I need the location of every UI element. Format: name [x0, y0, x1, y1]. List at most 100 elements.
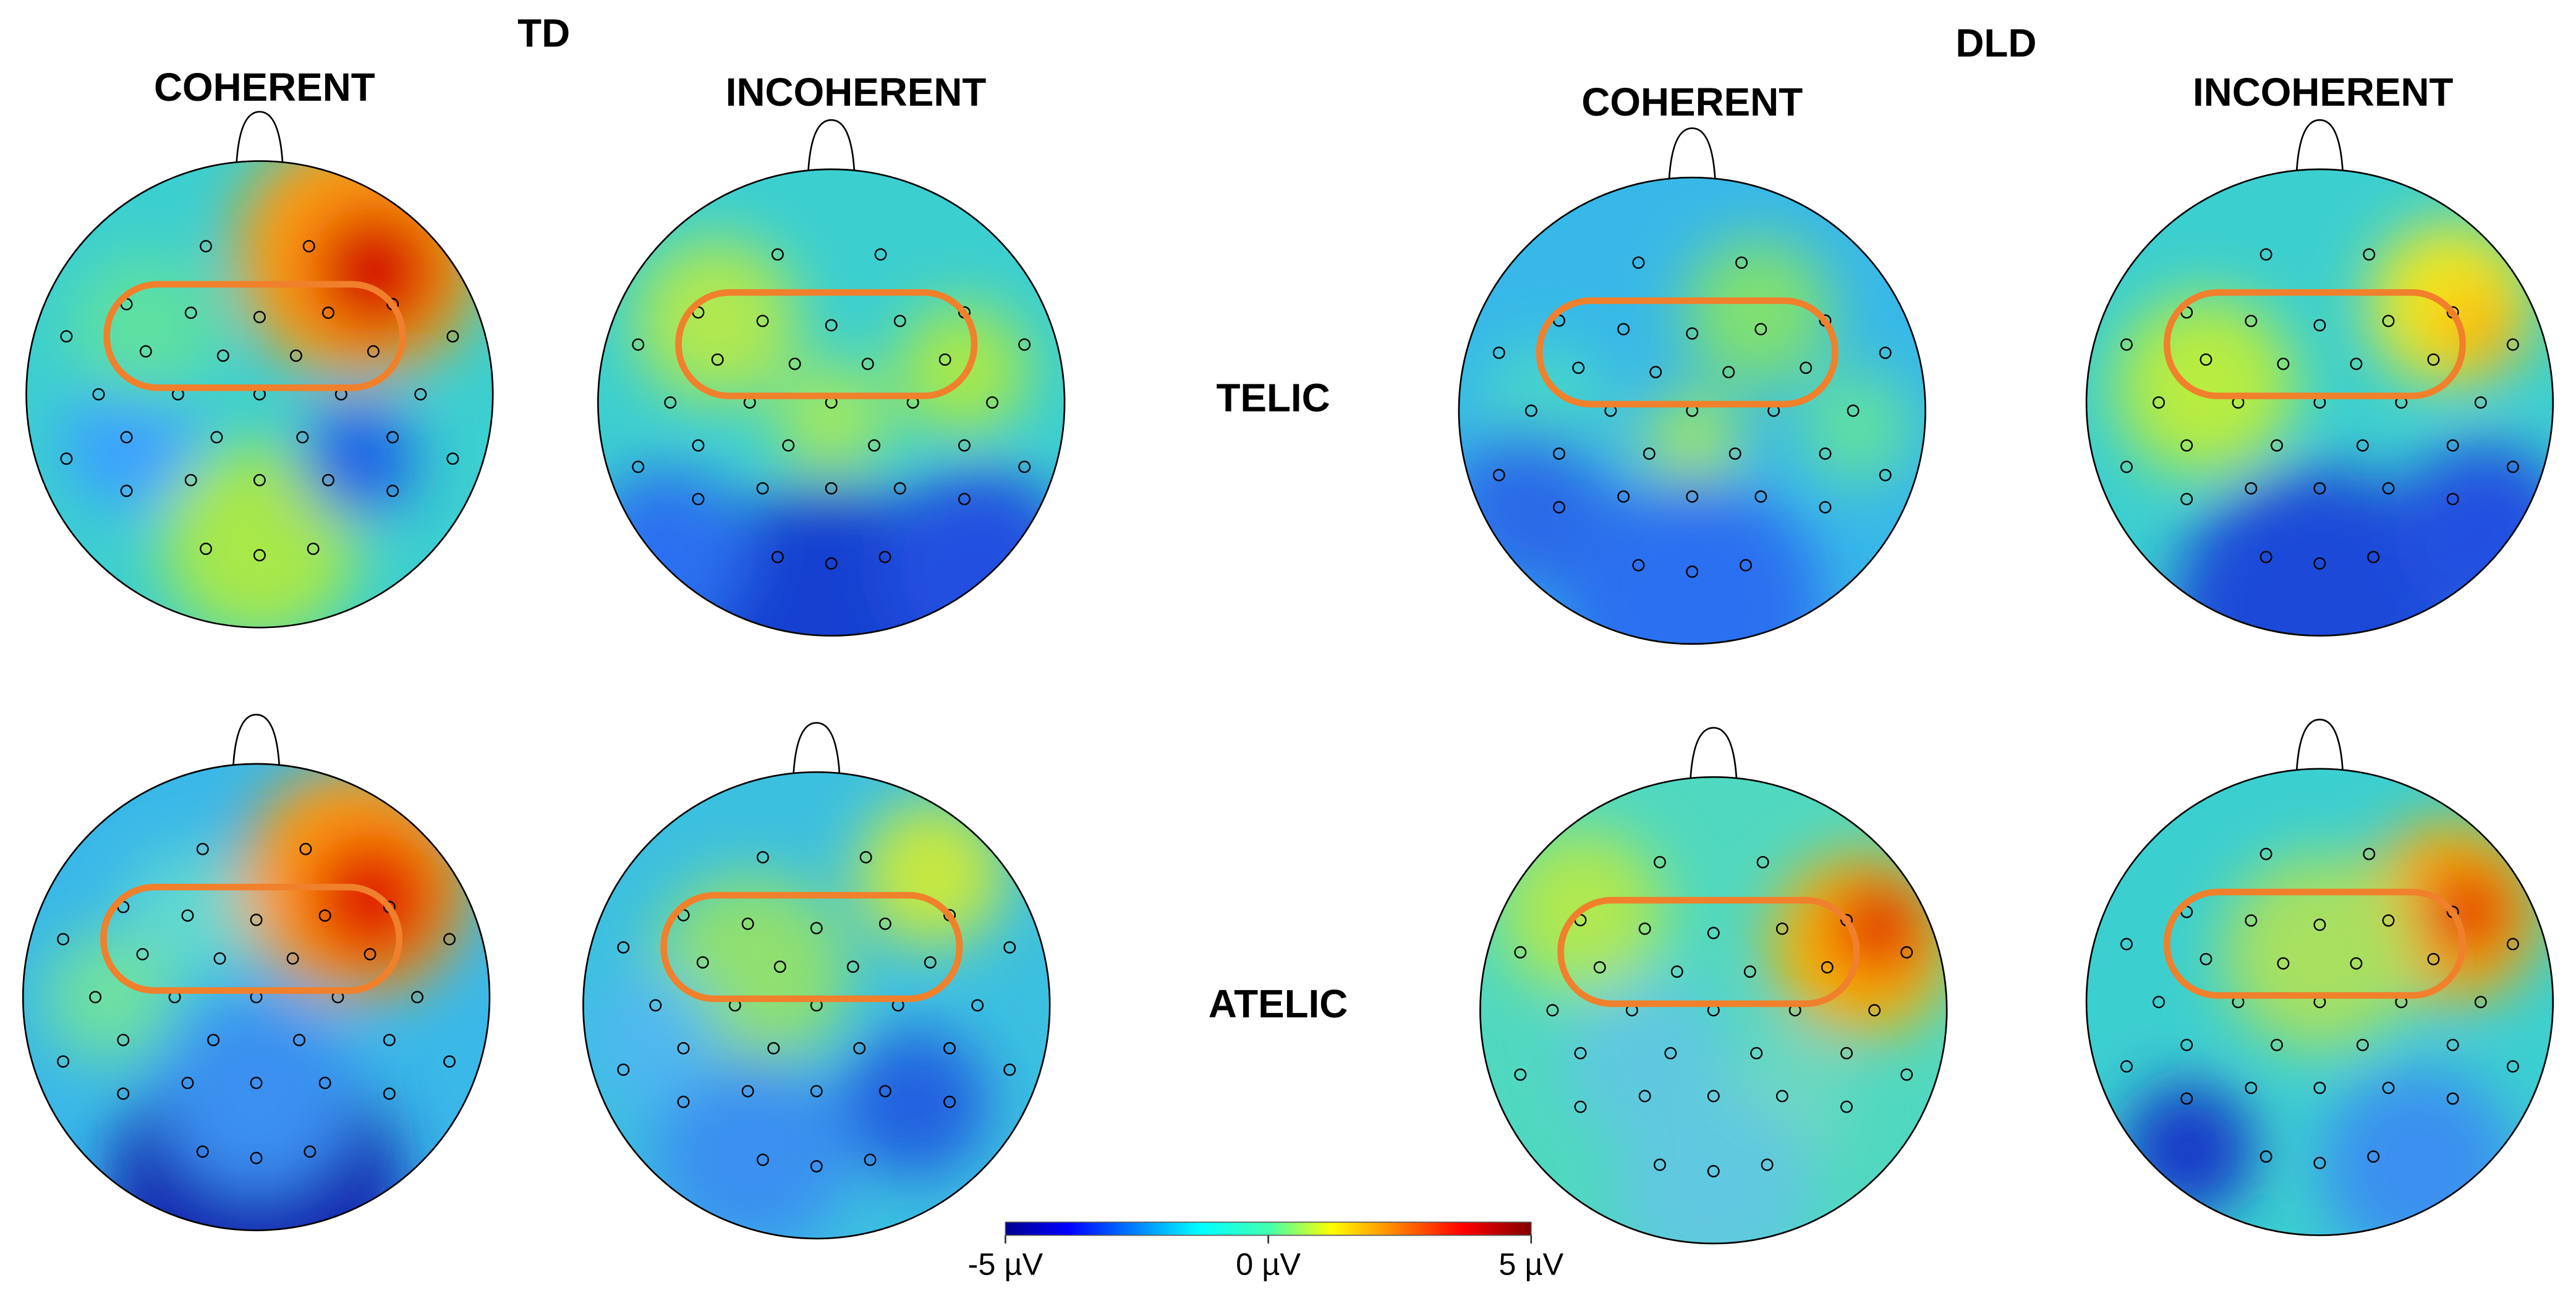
electrode	[1514, 946, 1527, 959]
electrode	[253, 549, 266, 562]
map-blob	[1798, 370, 1915, 485]
potential-map	[1458, 177, 1926, 644]
electrode	[664, 396, 677, 409]
electrode	[861, 357, 874, 370]
electrode	[741, 1085, 754, 1098]
map-blob	[308, 205, 441, 337]
electrode	[184, 473, 197, 486]
map-blob	[1615, 1092, 1813, 1244]
electrode	[2350, 357, 2363, 370]
topomap	[2085, 718, 2554, 1236]
region-outline	[2163, 289, 2466, 399]
electrode	[2313, 918, 2326, 931]
map-blob	[2421, 865, 2514, 958]
electrode	[181, 1077, 194, 1090]
column-label: INCOHERENT	[726, 70, 987, 114]
electrode	[1847, 404, 1860, 417]
electrode	[2382, 315, 2395, 328]
electrode	[253, 310, 266, 323]
electrode	[617, 1063, 630, 1076]
electrode	[304, 1145, 317, 1158]
head-outline	[22, 763, 491, 1231]
electrode	[2259, 551, 2272, 564]
electrode	[2259, 248, 2272, 261]
electrode	[1664, 1046, 1677, 1059]
electrode	[825, 319, 838, 332]
electrode	[2245, 315, 2258, 328]
electrode	[1003, 1063, 1016, 1076]
electrode	[213, 952, 226, 965]
electrode	[958, 493, 971, 506]
map-blob	[2319, 1067, 2517, 1236]
electrode	[2200, 952, 2213, 965]
electrode	[210, 431, 223, 444]
electrode	[1617, 490, 1630, 503]
electrode	[1761, 1158, 1774, 1171]
electrode	[386, 485, 399, 498]
electrode	[2271, 1038, 2283, 1051]
electrode	[1900, 946, 1913, 959]
map-blobs	[586, 800, 1006, 1239]
electrode	[322, 307, 334, 319]
topomap	[2085, 119, 2554, 637]
electrode	[57, 933, 70, 946]
electrode	[1868, 1004, 1881, 1017]
electrode	[810, 1085, 823, 1098]
electrode	[2153, 396, 2166, 409]
electrode	[1643, 447, 1656, 460]
potential-map	[1480, 777, 1947, 1244]
electrode	[446, 330, 459, 343]
electrode	[2313, 557, 2326, 570]
electrode	[1743, 965, 1756, 978]
potential-map	[23, 763, 490, 1231]
electrode	[2245, 1082, 2258, 1095]
electrode	[60, 452, 73, 465]
electrode	[943, 1095, 956, 1108]
electrode	[2367, 1150, 2380, 1163]
electrode	[318, 1077, 331, 1090]
region-outline	[100, 883, 403, 994]
electrode	[2180, 1038, 2193, 1051]
electrode	[2313, 482, 2326, 495]
region-outline	[660, 892, 963, 1003]
group-label: DLD	[1955, 20, 2036, 65]
electrode	[117, 1033, 130, 1046]
electrode	[810, 922, 823, 935]
map-blob	[634, 238, 799, 403]
electrode	[696, 956, 709, 969]
electrode	[938, 353, 951, 366]
map-blob	[305, 833, 437, 965]
electrode	[741, 917, 754, 930]
colorbar-tick-label: 0 µV	[1236, 1246, 1301, 1281]
electrode	[943, 1042, 956, 1054]
electrode	[893, 315, 906, 328]
electrode	[322, 473, 334, 486]
electrode	[120, 485, 133, 498]
electrode	[1593, 961, 1606, 974]
electrode	[1654, 855, 1666, 868]
map-blob	[586, 972, 718, 1104]
electrode	[1900, 1068, 1913, 1081]
electrode	[878, 917, 891, 930]
electrode	[2506, 338, 2519, 351]
electrode	[757, 851, 769, 863]
electrode	[677, 1042, 690, 1054]
map-blob	[124, 849, 257, 981]
electrode	[296, 431, 309, 444]
region-outline	[1557, 897, 1860, 1007]
electrode	[986, 396, 999, 409]
row-label: ATELIC	[1209, 982, 1348, 1026]
column-label: COHERENT	[154, 65, 375, 109]
electrode	[771, 248, 784, 261]
map-blob	[2394, 443, 2553, 624]
electrode	[2277, 957, 2290, 970]
electrode	[1654, 1158, 1666, 1171]
map-blob	[158, 997, 355, 1195]
electrode	[299, 842, 312, 855]
electrode	[57, 1055, 70, 1068]
map-blob	[300, 402, 416, 518]
topomap	[22, 713, 491, 1231]
electrode	[367, 345, 380, 358]
map-blob	[2434, 287, 2517, 370]
